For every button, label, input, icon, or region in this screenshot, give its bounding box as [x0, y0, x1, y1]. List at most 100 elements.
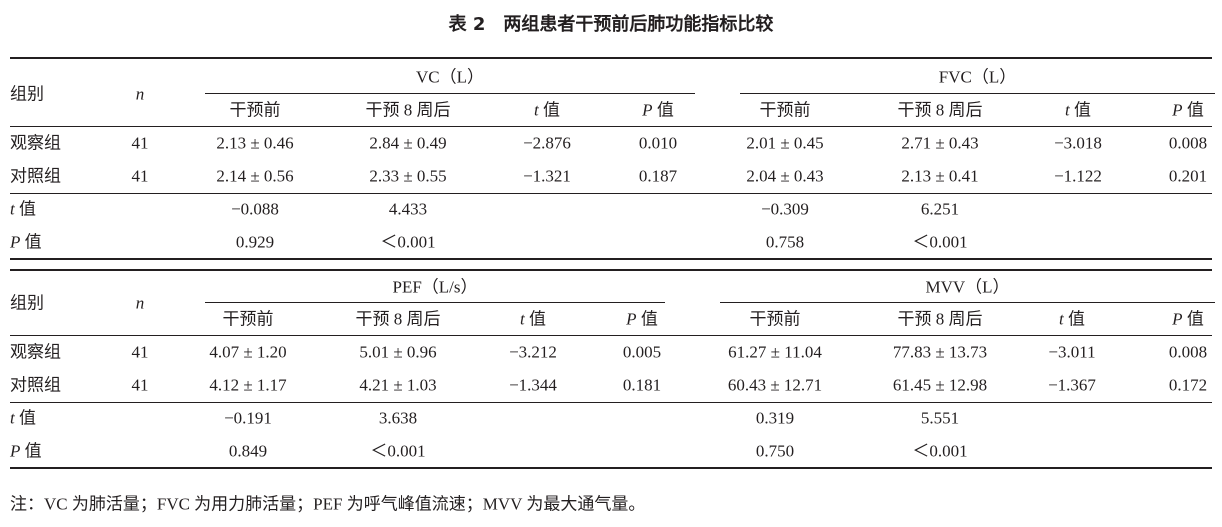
label-text: 值	[636, 309, 658, 329]
column-header: 组别	[10, 84, 44, 103]
column-header: P 值	[642, 102, 674, 119]
table-cell: 5.551	[920, 408, 960, 428]
rule-line	[205, 302, 665, 303]
column-header: 干预 8 周后	[355, 309, 441, 329]
row-label: t 值	[10, 410, 36, 427]
table-cell: 41	[131, 166, 149, 186]
table-cell: 2.84 ± 0.49	[369, 133, 447, 153]
label-text: 值	[538, 100, 560, 120]
row-label: 对照组	[10, 375, 61, 395]
table-cell: −3.011	[1048, 342, 1096, 362]
table-cell: 0.172	[1168, 375, 1208, 395]
column-header: P 值	[1172, 102, 1204, 119]
rule-line	[10, 258, 1212, 260]
table-cell: ＜0.001	[380, 232, 436, 252]
table-cell: −1.344	[509, 375, 557, 395]
column-header: P 值	[1172, 311, 1204, 328]
table-cell: −1.367	[1048, 375, 1096, 395]
label-text: 值	[1063, 309, 1085, 329]
italic-variable: t	[520, 309, 525, 329]
label-text: 值	[14, 199, 36, 219]
italic-variable: P	[10, 232, 21, 252]
column-header: t 值	[1065, 102, 1091, 119]
column-header: P 值	[626, 311, 658, 328]
row-label: 观察组	[10, 342, 61, 362]
table-cell: 5.01 ± 0.96	[359, 342, 437, 362]
italic-variable: t	[1059, 309, 1064, 329]
italic-variable: P	[626, 309, 637, 329]
row-label: P 值	[10, 443, 42, 460]
table-cell: −0.309	[761, 199, 809, 219]
group-header: VC（L）	[416, 67, 484, 87]
italic-variable: P	[1172, 100, 1183, 120]
rule-line	[10, 402, 1212, 403]
table-cell: ＜0.001	[912, 441, 968, 461]
label-text: 值	[14, 408, 36, 428]
rule-line	[205, 93, 695, 94]
table-cell: 0.849	[228, 441, 268, 461]
table-cell: 0.010	[638, 133, 678, 153]
rule-line	[10, 193, 1212, 194]
rule-line	[10, 57, 1212, 59]
table-title: 表 2 两组患者干预前后肺功能指标比较	[448, 14, 774, 35]
table-cell: 6.251	[920, 199, 960, 219]
italic-variable: t	[10, 199, 15, 219]
table-cell: 41	[131, 342, 149, 362]
italic-variable: t	[1065, 100, 1070, 120]
table-cell: 2.04 ± 0.43	[746, 166, 824, 186]
table-cell: −3.018	[1054, 133, 1102, 153]
rule-line	[740, 93, 1215, 94]
table-cell: 0.005	[622, 342, 662, 362]
rule-line	[10, 269, 1212, 271]
table-cell: 4.07 ± 1.20	[209, 342, 287, 362]
italic-variable: P	[642, 100, 653, 120]
column-header: 干预 8 周后	[897, 309, 983, 329]
table-cell: 60.43 ± 12.71	[727, 375, 823, 395]
table-cell: −0.191	[224, 408, 272, 428]
table-cell: 2.14 ± 0.56	[216, 166, 294, 186]
table-cell: 0.929	[235, 232, 275, 252]
row-label: 观察组	[10, 133, 61, 153]
column-header: n	[135, 84, 145, 103]
table-cell: −0.088	[231, 199, 279, 219]
table-cell: 61.27 ± 11.04	[728, 342, 822, 362]
table-cell: 2.71 ± 0.43	[901, 133, 979, 153]
row-label: 对照组	[10, 166, 61, 186]
column-header: 干预前	[229, 100, 281, 120]
row-label: P 值	[10, 234, 42, 251]
rule-line	[10, 126, 1212, 127]
label-text: 值	[20, 441, 42, 461]
table-cell: 61.45 ± 12.98	[892, 375, 988, 395]
table-cell: 0.187	[638, 166, 678, 186]
column-header: 干预前	[759, 100, 811, 120]
table-cell: 0.201	[1168, 166, 1208, 186]
table-cell: 0.319	[755, 408, 795, 428]
label-text: 值	[524, 309, 546, 329]
rule-line	[720, 302, 1215, 303]
label-text: 值	[1182, 100, 1204, 120]
table-cell: 2.13 ± 0.41	[901, 166, 979, 186]
table-cell: 0.181	[622, 375, 662, 395]
group-header: PEF（L/s）	[392, 277, 478, 297]
column-header: 干预 8 周后	[365, 100, 451, 120]
column-header: 干预前	[749, 309, 801, 329]
table-cell: −1.321	[523, 166, 571, 186]
column-header: t 值	[534, 102, 560, 119]
rule-line	[10, 467, 1212, 469]
table-cell: 0.758	[765, 232, 805, 252]
column-header: 组别	[10, 293, 44, 313]
table-cell: 0.750	[755, 441, 795, 461]
column-header: t 值	[1059, 311, 1085, 328]
italic-variable: P	[10, 441, 21, 461]
table-cell: 41	[131, 375, 149, 395]
rule-line	[10, 335, 1212, 336]
table-cell: 4.12 ± 1.17	[209, 375, 287, 395]
table-cell: −2.876	[523, 133, 571, 153]
label-text: 值	[1069, 100, 1091, 120]
italic-variable: t	[534, 100, 539, 120]
table-cell: 4.21 ± 1.03	[359, 375, 437, 395]
table-cell: 2.13 ± 0.46	[216, 133, 294, 153]
italic-variable: t	[10, 408, 15, 428]
table-cell: ＜0.001	[370, 441, 426, 461]
